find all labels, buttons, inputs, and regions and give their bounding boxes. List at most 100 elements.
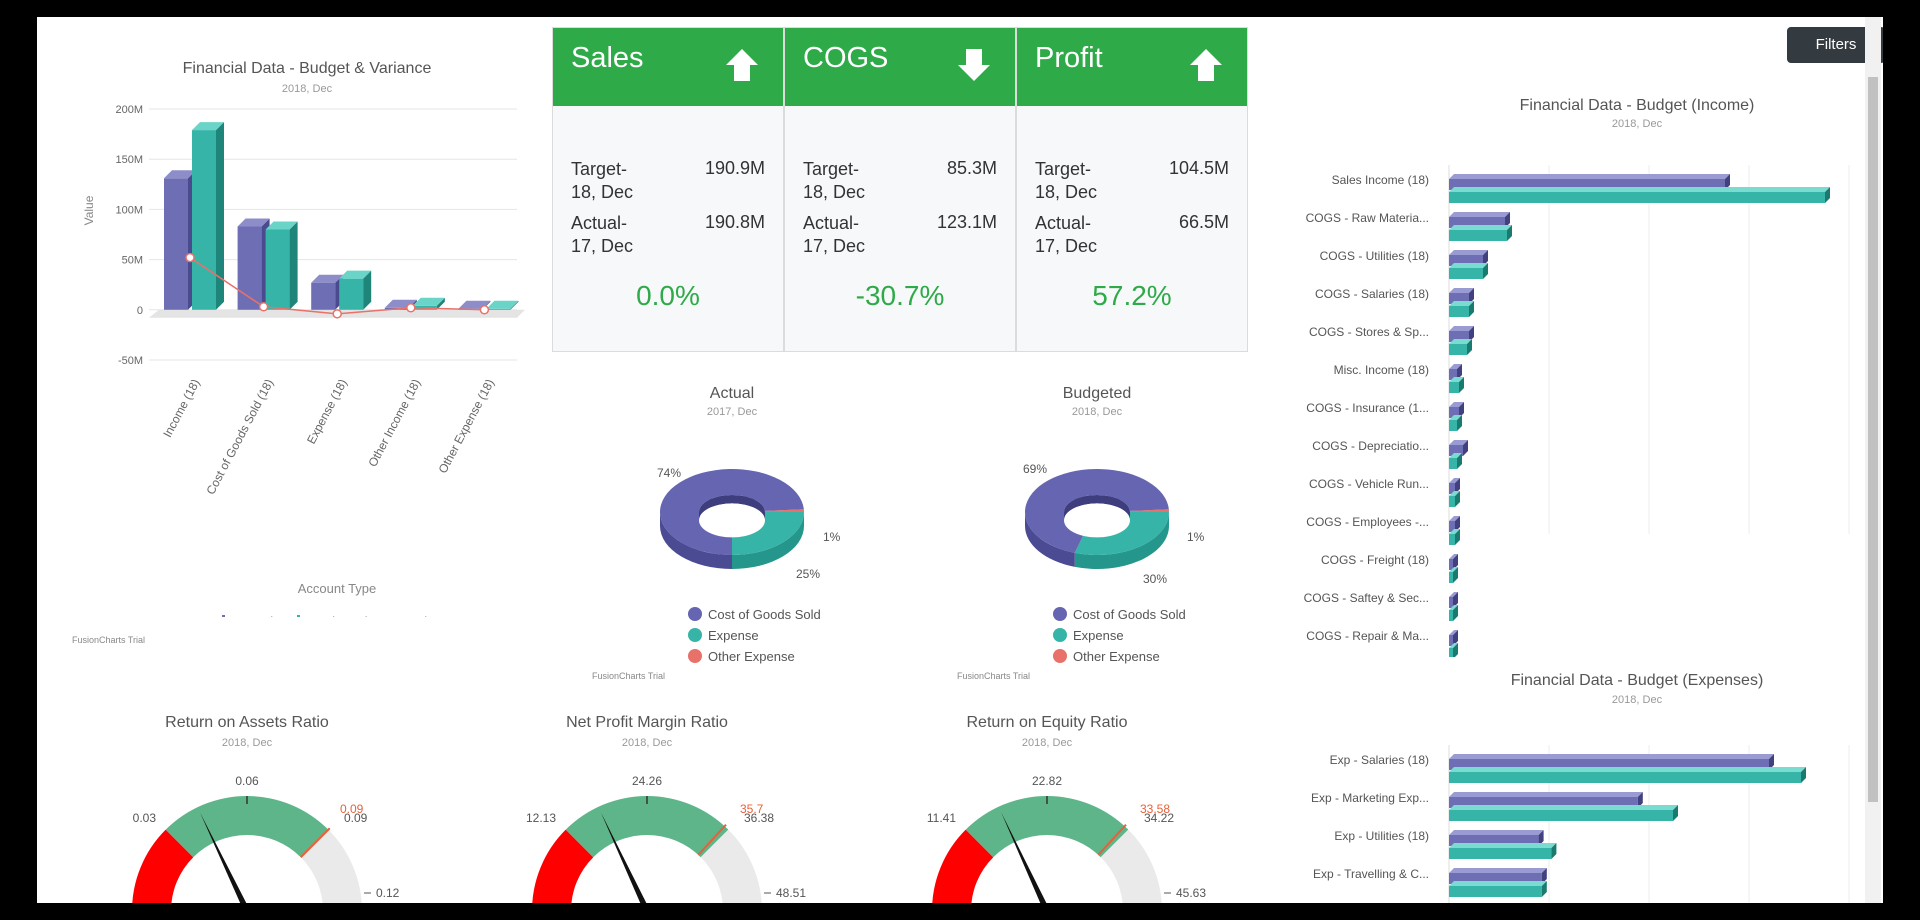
kpi-actual-value: 123.1M — [936, 212, 997, 232]
bar-budgeted — [1449, 643, 1458, 657]
bar-front — [265, 229, 290, 310]
donut-subtitle: 2018, Dec — [1071, 406, 1123, 418]
kpi-header: Profit — [1017, 28, 1247, 106]
arrow-up-icon — [1190, 49, 1222, 81]
legend-label: Expense — [1073, 628, 1124, 643]
bar-top — [1449, 301, 1474, 306]
gauge-band-red — [932, 829, 994, 903]
bar-front — [1449, 521, 1455, 532]
kpi-actual-label: Actual- 17, Dec — [1035, 213, 1098, 256]
bar-budgeted — [1449, 187, 1830, 203]
bv-trial-text: FusionCharts Trial — [72, 635, 146, 645]
bar-side — [1469, 301, 1474, 317]
bar-category-label: COGS - Employees -... — [1306, 515, 1429, 529]
donut-inner-wall — [1064, 495, 1130, 521]
scrollbar-thumb[interactable] — [1868, 77, 1878, 802]
bar-top — [1449, 767, 1806, 772]
bar-top — [412, 297, 445, 306]
gauge-band-red — [532, 829, 594, 903]
bar-front — [311, 282, 336, 310]
donut-title: Budgeted — [1062, 385, 1132, 402]
donut-label: 74% — [657, 466, 682, 480]
bar-top — [486, 300, 519, 309]
legend-item[interactable]: Other Expense — [688, 649, 795, 664]
gauge-max-label: 45.63 — [1176, 886, 1206, 900]
bar-front — [1449, 534, 1455, 545]
donut-trial-text: FusionCharts Trial — [592, 671, 666, 681]
bar-top — [265, 221, 298, 230]
bar-budgeted — [1449, 529, 1460, 545]
bar-top — [1449, 516, 1460, 521]
bar-side — [1801, 767, 1806, 783]
y-tick-label: 100M — [115, 204, 143, 216]
bar-side — [1551, 843, 1557, 859]
donut-slice — [732, 512, 804, 555]
bar-actual — [1449, 516, 1460, 532]
legend-item[interactable]: Cost of Goods Sold — [1053, 607, 1186, 622]
legend-item[interactable]: Cost of Goods Sold — [688, 607, 821, 622]
y-tick-label: 150M — [115, 154, 143, 166]
bar-top — [1449, 453, 1462, 458]
bar-side — [1538, 830, 1544, 846]
donut-side — [732, 512, 804, 569]
legend-label: Cost of Goods Sold — [708, 607, 821, 622]
gauge-tick-label: 22.82 — [1032, 774, 1062, 788]
bar-category-label: COGS - Repair & Ma... — [1306, 629, 1429, 643]
bar-top — [1449, 263, 1488, 268]
bar-top — [1449, 491, 1460, 496]
bar-side — [1455, 491, 1460, 507]
bar-budgeted — [1449, 415, 1462, 431]
legend-label: Expense — [708, 628, 759, 643]
bar-side — [1455, 529, 1460, 545]
variance-point — [406, 303, 416, 313]
bar-actual — [1449, 250, 1488, 266]
variance-point — [258, 302, 269, 312]
bar-actual — [1449, 792, 1643, 808]
gauge-marker — [1097, 824, 1127, 856]
legend-item[interactable]: Expense — [688, 628, 759, 643]
bar-budgeted — [1449, 605, 1458, 621]
page-scrollbar[interactable] — [1865, 17, 1881, 903]
bar-actual — [1449, 592, 1458, 608]
bar-side — [1453, 630, 1458, 646]
bar-front — [164, 178, 188, 310]
bar-budgeted — [1449, 453, 1462, 469]
bar-budgeted — [1449, 377, 1464, 393]
bar-category-label: COGS - Freight (18) — [1320, 553, 1429, 567]
kpi-actual-label: Actual- 17, Dec — [571, 213, 634, 256]
kpi-percent: 57.2% — [1092, 280, 1172, 311]
gauge-max-label: 48.51 — [776, 886, 806, 900]
bar-front — [1449, 648, 1453, 657]
donut-label: 1% — [1187, 530, 1205, 544]
bar-side — [1637, 792, 1643, 808]
bar-side — [1463, 440, 1468, 456]
budget-variance-chart: Financial Data - Budget & Variance 2018,… — [37, 17, 557, 657]
bar-top — [1449, 868, 1547, 873]
bar-budgeted — [1449, 843, 1557, 859]
bar-category-label: COGS - Utilities (18) — [1319, 249, 1429, 263]
legend-label: Other Expense — [708, 649, 795, 664]
legend-item[interactable]: Expense — [1053, 628, 1124, 643]
gauge-tick-label: 24.26 — [632, 774, 662, 788]
legend-label: Other Expense — [1073, 649, 1160, 664]
bar-actual — [164, 170, 196, 310]
bar-front — [1449, 344, 1467, 355]
legend-item[interactable]: Other Expense — [1053, 649, 1160, 664]
bar-side — [1725, 174, 1730, 190]
bar-front — [1449, 597, 1453, 608]
bar-budgeted — [265, 221, 298, 310]
bar-front — [1449, 759, 1769, 770]
bar-top — [1449, 881, 1547, 886]
bar-front — [486, 308, 511, 310]
bar-actual — [1449, 478, 1460, 494]
bar-top — [1449, 754, 1774, 759]
bar-actual — [1449, 630, 1458, 646]
bar-category-label: COGS - Saftey & Sec... — [1303, 591, 1429, 605]
bar-top — [1449, 478, 1460, 483]
y-tick-label: 0 — [137, 305, 143, 317]
bar-side — [1453, 554, 1458, 570]
bar-side — [1453, 567, 1458, 583]
y-tick-label: 50M — [122, 255, 143, 267]
bar-side — [1505, 212, 1510, 228]
